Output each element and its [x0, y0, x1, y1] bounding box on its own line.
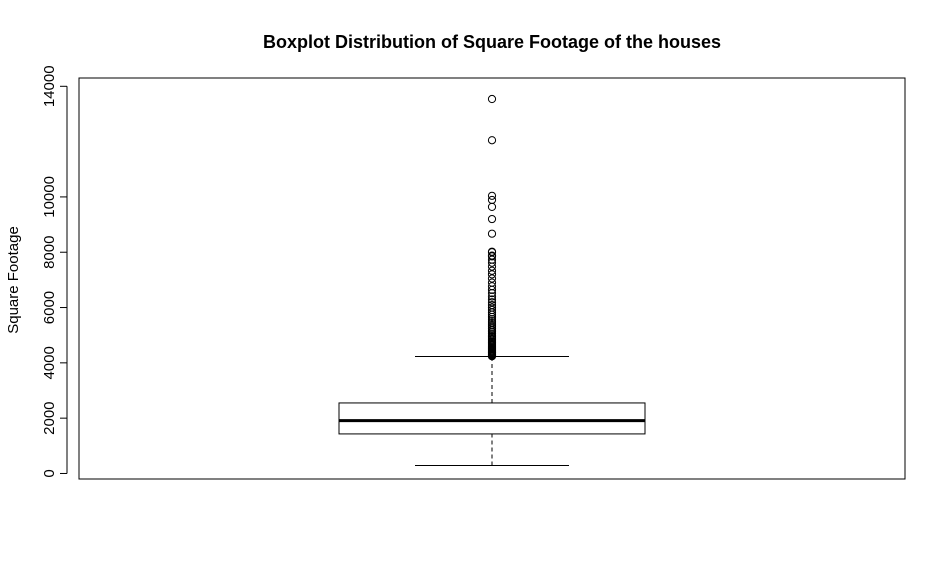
outlier-point — [487, 303, 497, 312]
outlier-group — [487, 94, 497, 361]
outlier-point — [487, 94, 497, 104]
box-group — [338, 355, 646, 466]
outlier-point — [487, 136, 497, 145]
interquartile-box — [338, 402, 646, 435]
outlier-point — [487, 298, 497, 307]
outlier-point — [487, 315, 497, 324]
outlier-point — [487, 274, 497, 283]
outlier-point — [487, 305, 497, 315]
y-tick-label: 8000 — [41, 236, 58, 269]
outlier-point — [487, 300, 497, 310]
outlier-point — [487, 295, 497, 304]
y-tick-label: 2000 — [41, 401, 58, 434]
outlier-point — [487, 191, 497, 200]
outlier-point — [487, 282, 497, 291]
plot-frame — [78, 77, 906, 480]
outlier-point — [487, 195, 497, 205]
outlier-point — [487, 202, 497, 211]
outlier-point — [487, 292, 497, 301]
y-tick-label: 0 — [41, 469, 58, 477]
y-tick-label: 4000 — [41, 346, 58, 379]
outlier-point — [487, 214, 497, 224]
outlier-point — [487, 247, 497, 256]
y-tick-label: 10000 — [41, 176, 58, 218]
outlier-point — [487, 278, 497, 287]
outlier-point — [487, 229, 497, 238]
y-tick-label: 14000 — [41, 65, 58, 107]
outlier-point — [487, 270, 497, 279]
chart-title: Boxplot Distribution of Square Footage o… — [263, 32, 721, 52]
y-axis-label: Square Footage — [5, 226, 22, 334]
outlier-point — [487, 266, 497, 275]
y-tick-label: 6000 — [41, 291, 58, 324]
y-axis: 0 2000 4000 6000 8000 10000 14000 — [41, 65, 68, 478]
outlier-point — [487, 251, 497, 260]
